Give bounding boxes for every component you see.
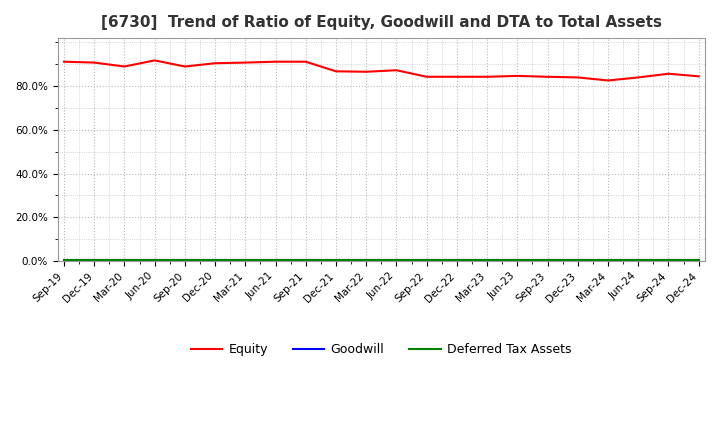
Equity (181, 64, 189, 69)
Equity (634, 75, 642, 80)
Equity (694, 74, 703, 79)
Goodwill (181, 258, 189, 263)
Goodwill (392, 258, 401, 263)
Line: Equity: Equity (64, 60, 698, 81)
Goodwill (543, 258, 552, 263)
Goodwill (694, 258, 703, 263)
Equity (513, 73, 521, 79)
Goodwill (211, 258, 220, 263)
Equity (241, 60, 250, 65)
Goodwill (513, 258, 521, 263)
Equity (453, 74, 462, 79)
Title: [6730]  Trend of Ratio of Equity, Goodwill and DTA to Total Assets: [6730] Trend of Ratio of Equity, Goodwil… (101, 15, 662, 30)
Deferred Tax Assets (271, 257, 280, 263)
Deferred Tax Assets (241, 257, 250, 263)
Legend: Equity, Goodwill, Deferred Tax Assets: Equity, Goodwill, Deferred Tax Assets (186, 338, 577, 362)
Deferred Tax Assets (634, 257, 642, 263)
Deferred Tax Assets (332, 257, 341, 263)
Goodwill (60, 258, 68, 263)
Goodwill (271, 258, 280, 263)
Equity (211, 61, 220, 66)
Goodwill (573, 258, 582, 263)
Equity (573, 75, 582, 80)
Goodwill (90, 258, 99, 263)
Equity (664, 71, 672, 77)
Goodwill (362, 258, 371, 263)
Deferred Tax Assets (302, 257, 310, 263)
Goodwill (302, 258, 310, 263)
Deferred Tax Assets (694, 257, 703, 263)
Deferred Tax Assets (453, 257, 462, 263)
Equity (120, 64, 129, 69)
Deferred Tax Assets (120, 257, 129, 263)
Goodwill (664, 258, 672, 263)
Deferred Tax Assets (362, 257, 371, 263)
Deferred Tax Assets (664, 257, 672, 263)
Deferred Tax Assets (483, 257, 492, 263)
Goodwill (241, 258, 250, 263)
Deferred Tax Assets (423, 257, 431, 263)
Deferred Tax Assets (543, 257, 552, 263)
Equity (543, 74, 552, 79)
Equity (603, 78, 612, 83)
Deferred Tax Assets (181, 257, 189, 263)
Goodwill (332, 258, 341, 263)
Deferred Tax Assets (90, 257, 99, 263)
Deferred Tax Assets (603, 257, 612, 263)
Equity (302, 59, 310, 64)
Equity (90, 60, 99, 65)
Equity (392, 68, 401, 73)
Equity (423, 74, 431, 79)
Equity (60, 59, 68, 64)
Goodwill (483, 258, 492, 263)
Goodwill (120, 258, 129, 263)
Deferred Tax Assets (150, 257, 159, 263)
Deferred Tax Assets (211, 257, 220, 263)
Deferred Tax Assets (392, 257, 401, 263)
Goodwill (603, 258, 612, 263)
Goodwill (453, 258, 462, 263)
Equity (362, 69, 371, 74)
Equity (332, 69, 341, 74)
Deferred Tax Assets (60, 257, 68, 263)
Equity (483, 74, 492, 79)
Equity (150, 58, 159, 63)
Deferred Tax Assets (513, 257, 521, 263)
Goodwill (634, 258, 642, 263)
Equity (271, 59, 280, 64)
Goodwill (150, 258, 159, 263)
Goodwill (423, 258, 431, 263)
Deferred Tax Assets (573, 257, 582, 263)
